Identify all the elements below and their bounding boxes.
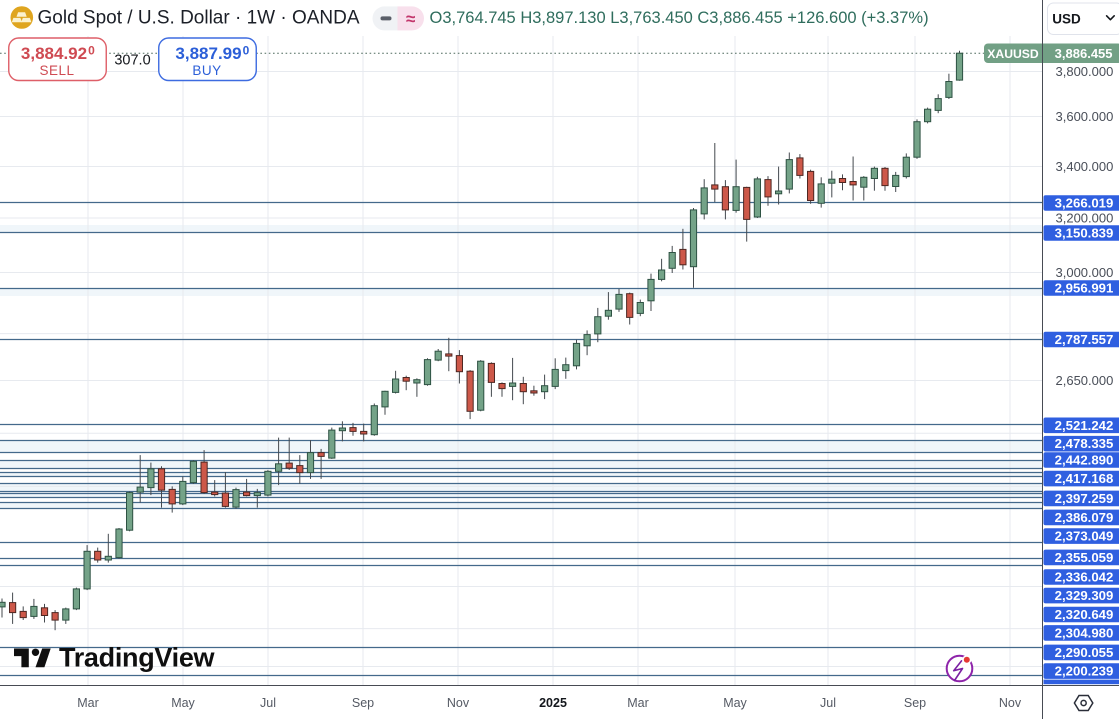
svg-text:TradingView: TradingView xyxy=(59,643,216,673)
svg-text:O3,764.745 H3,897.130 L3,763.4: O3,764.745 H3,897.130 L3,763.450 C3,886.… xyxy=(430,9,929,27)
svg-text:2,304.980: 2,304.980 xyxy=(1055,625,1114,640)
svg-text:3,600.000: 3,600.000 xyxy=(1056,109,1114,124)
svg-text:Mar: Mar xyxy=(77,696,99,710)
svg-text:XAUUSD: XAUUSD xyxy=(987,47,1039,61)
svg-text:2025: 2025 xyxy=(539,696,567,710)
svg-text:2,200.239: 2,200.239 xyxy=(1055,664,1114,679)
svg-text:May: May xyxy=(723,696,747,710)
svg-text:2,373.049: 2,373.049 xyxy=(1055,529,1114,544)
svg-text:2,320.649: 2,320.649 xyxy=(1055,607,1114,622)
svg-text:0: 0 xyxy=(88,44,95,58)
svg-text:2,521.242: 2,521.242 xyxy=(1055,418,1114,433)
svg-text:≈: ≈ xyxy=(406,10,415,29)
svg-text:2,787.557: 2,787.557 xyxy=(1055,332,1114,347)
svg-text:Jul: Jul xyxy=(260,696,276,710)
svg-text:2,442.890: 2,442.890 xyxy=(1055,453,1114,468)
svg-text:Jul: Jul xyxy=(820,696,836,710)
svg-text:Nov: Nov xyxy=(447,696,470,710)
svg-text:0: 0 xyxy=(243,44,250,58)
svg-text:3,886.455: 3,886.455 xyxy=(1055,46,1113,61)
svg-text:3,800.000: 3,800.000 xyxy=(1056,64,1114,79)
svg-text:2,956.991: 2,956.991 xyxy=(1055,281,1114,296)
svg-text:2,329.309: 2,329.309 xyxy=(1055,588,1114,603)
svg-text:3,400.000: 3,400.000 xyxy=(1056,159,1114,174)
svg-text:Gold Spot / U.S. Dollar · 1W ·: Gold Spot / U.S. Dollar · 1W · OANDA xyxy=(38,7,360,28)
svg-text:3,000.000: 3,000.000 xyxy=(1056,265,1114,280)
svg-text:Sep: Sep xyxy=(352,696,374,710)
svg-text:2,478.335: 2,478.335 xyxy=(1055,436,1114,451)
svg-text:3,266.019: 3,266.019 xyxy=(1055,196,1114,211)
svg-text:Nov: Nov xyxy=(999,696,1022,710)
svg-text:BUY: BUY xyxy=(192,63,221,78)
svg-text:307.0: 307.0 xyxy=(114,53,150,69)
svg-text:2,386.079: 2,386.079 xyxy=(1055,510,1114,525)
svg-text:Sep: Sep xyxy=(904,696,926,710)
svg-text:May: May xyxy=(171,696,195,710)
svg-text:USD: USD xyxy=(1052,11,1081,26)
svg-text:2,397.259: 2,397.259 xyxy=(1055,491,1114,506)
svg-text:2,417.168: 2,417.168 xyxy=(1055,471,1114,486)
svg-text:3,200.000: 3,200.000 xyxy=(1056,211,1114,226)
svg-text:3,887.99: 3,887.99 xyxy=(175,44,241,63)
svg-text:2,290.055: 2,290.055 xyxy=(1055,645,1114,660)
svg-text:2,336.042: 2,336.042 xyxy=(1055,570,1114,585)
svg-text:3,884.92: 3,884.92 xyxy=(21,44,87,63)
svg-text:Mar: Mar xyxy=(627,696,649,710)
svg-text:3,150.839: 3,150.839 xyxy=(1055,226,1114,241)
svg-text:2,355.059: 2,355.059 xyxy=(1055,550,1114,565)
svg-text:SELL: SELL xyxy=(39,63,74,78)
svg-text:2,650.000: 2,650.000 xyxy=(1056,373,1114,388)
